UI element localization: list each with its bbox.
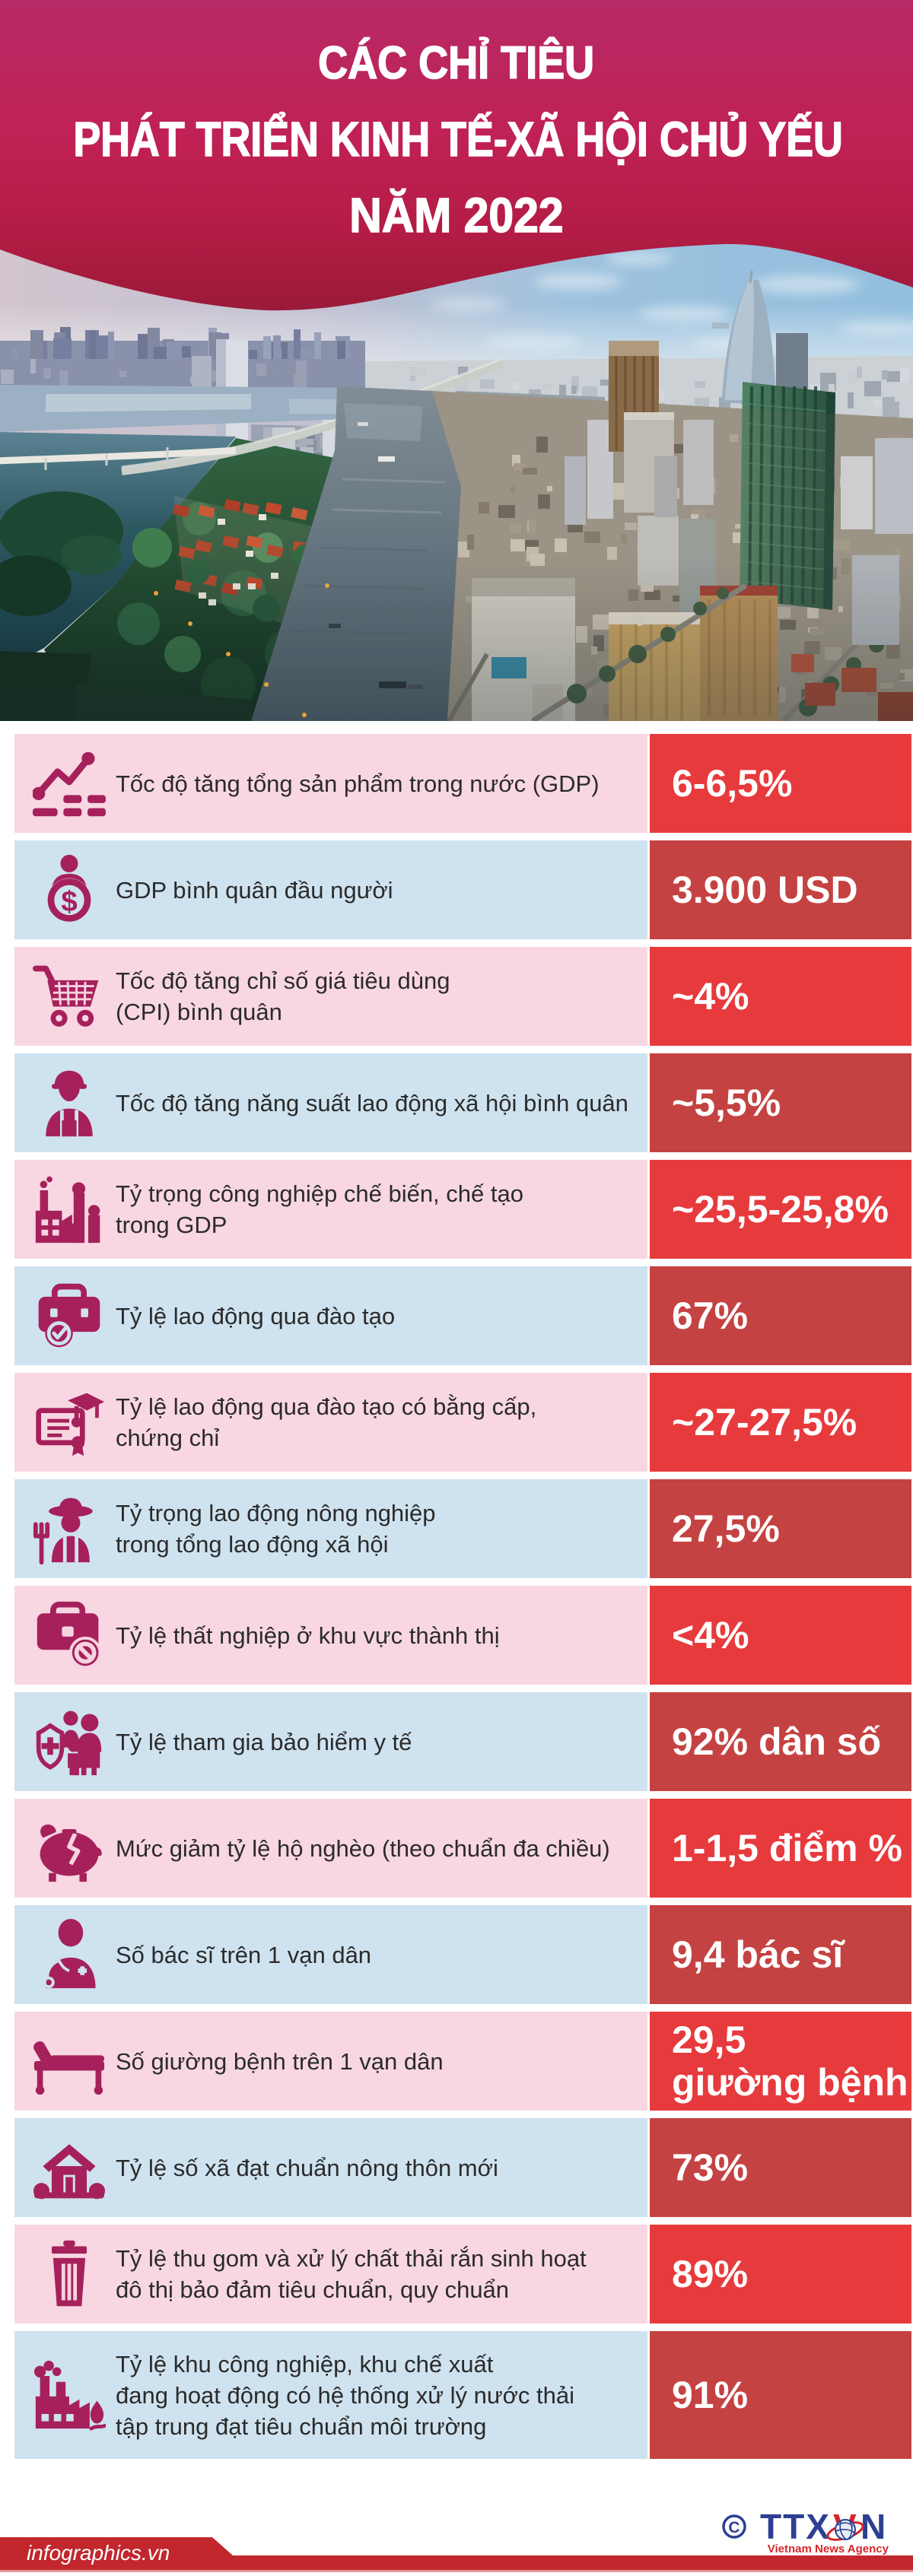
svg-text:Vietnam News Agency: Vietnam News Agency [768, 2543, 889, 2555]
svg-text:$: $ [61, 885, 77, 918]
svg-text:C: C [728, 2519, 740, 2536]
svg-text:TTX: TTX [760, 2507, 831, 2546]
svg-text:N: N [861, 2507, 886, 2546]
